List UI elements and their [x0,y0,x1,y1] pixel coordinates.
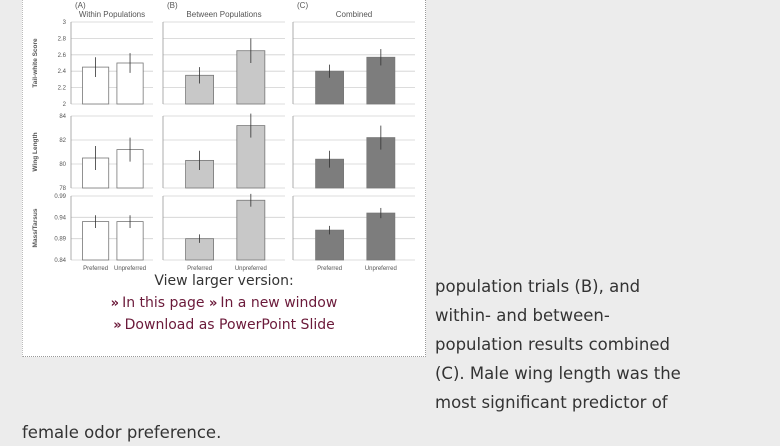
links-heading: View larger version: [154,273,294,289]
y-tick-label: 2.8 [58,36,67,42]
y-tick-label: 3 [63,20,67,26]
y-tick-label: 82 [59,138,66,144]
panel-title: Combined [336,10,372,19]
bar [315,229,345,261]
text-line: (C). Male wing length was the [435,364,681,383]
text-line: population results combined [435,335,670,354]
panel-title: Between Populations [186,10,261,19]
text-line: population trials (B), and [435,277,641,296]
link[interactable]: Download as PowerPoint Slide [124,317,335,333]
x-tick-label: Preferred [317,266,342,272]
y-tick-label: 0.84 [54,258,66,264]
x-tick-label: Preferred [83,266,108,272]
bar [236,199,266,261]
y-tick-label: 0.99 [54,194,66,200]
y-tick-label: 78 [59,186,66,192]
y-tick-label: 2 [63,102,67,108]
text-line: most significant predictor of [435,393,668,412]
y-tick-label: 0.94 [54,215,66,221]
link[interactable]: In this page [122,295,205,311]
panel-title: Within Populations [79,10,145,19]
text-line: within- and between- [435,306,610,325]
link-row: » Download as PowerPoint Slide [23,317,425,333]
row-label: Mass/Tarsus [32,208,39,247]
panel-letter: (C) [297,1,308,10]
link[interactable]: In a new window [220,295,338,311]
panel-letter: (B) [167,1,178,10]
x-tick-label: Unpreferred [235,266,267,272]
y-tick-label: 0.89 [54,237,66,243]
arrow-icon: » [208,296,218,311]
y-tick-label: 84 [59,114,66,120]
bar [185,74,215,105]
y-tick-label: 2.2 [58,86,67,92]
row-label: Wing Length [32,132,39,171]
arrow-icon: » [113,318,122,333]
bar [366,212,396,261]
figure: (A)Within Populations (B) Between Populati… [32,1,415,272]
y-tick-label: 2.4 [58,69,67,75]
x-tick-label: Unpreferred [365,266,397,272]
figure-box: (A) Within Populations (B) Between Populati… [22,0,426,357]
x-tick-label: Unpreferred [114,266,146,272]
arrow-icon: » [110,296,120,311]
text-line: female odor preference. [22,423,222,442]
y-tick-label: 2.6 [58,53,67,59]
x-tick-label: Preferred [187,266,212,272]
panel-letter: (A) [75,1,86,10]
y-tick-label: 80 [59,162,66,168]
row-label: Tail-white Score [32,38,39,88]
link-row: » In this page » In a new window [23,295,425,311]
